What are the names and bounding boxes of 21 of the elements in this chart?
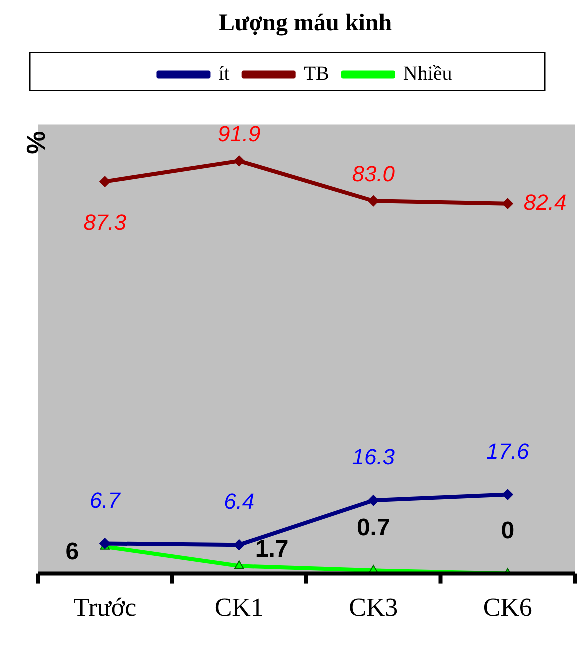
data-label: 0.7 [356, 514, 390, 542]
data-label: 83.0 [352, 161, 396, 186]
legend-label: TB [304, 63, 330, 86]
data-label: 6.7 [90, 488, 122, 513]
x-tick-label: Trước [74, 593, 137, 622]
chart-title: Lượng máu kinh [218, 10, 392, 37]
data-label: 16.3 [352, 444, 396, 470]
data-label: 1.7 [255, 536, 289, 563]
data-label: 87.3 [84, 210, 128, 235]
data-label: 17.6 [486, 438, 530, 464]
x-tick-label: CK6 [483, 593, 532, 622]
data-label: 91.9 [218, 121, 261, 146]
data-label: 82.4 [524, 190, 567, 215]
legend-label: Nhiều [403, 63, 452, 86]
legend-label: ít [218, 63, 230, 86]
x-tick-label: CK3 [349, 593, 398, 622]
data-label: 6.4 [224, 489, 255, 514]
data-label: 0 [501, 517, 515, 544]
data-label: 6 [66, 538, 80, 566]
x-tick-label: CK1 [214, 593, 264, 622]
y-axis-title: % [21, 131, 52, 154]
